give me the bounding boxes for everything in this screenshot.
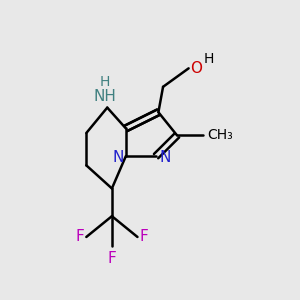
Text: H: H [204, 52, 214, 66]
Text: CH₃: CH₃ [207, 128, 233, 142]
Text: F: F [140, 230, 148, 244]
Text: N: N [112, 150, 124, 165]
Text: H: H [100, 75, 110, 89]
Text: O: O [190, 61, 202, 76]
Text: NH: NH [94, 89, 116, 104]
Text: F: F [107, 251, 116, 266]
Text: F: F [75, 230, 84, 244]
Text: N: N [160, 150, 171, 165]
